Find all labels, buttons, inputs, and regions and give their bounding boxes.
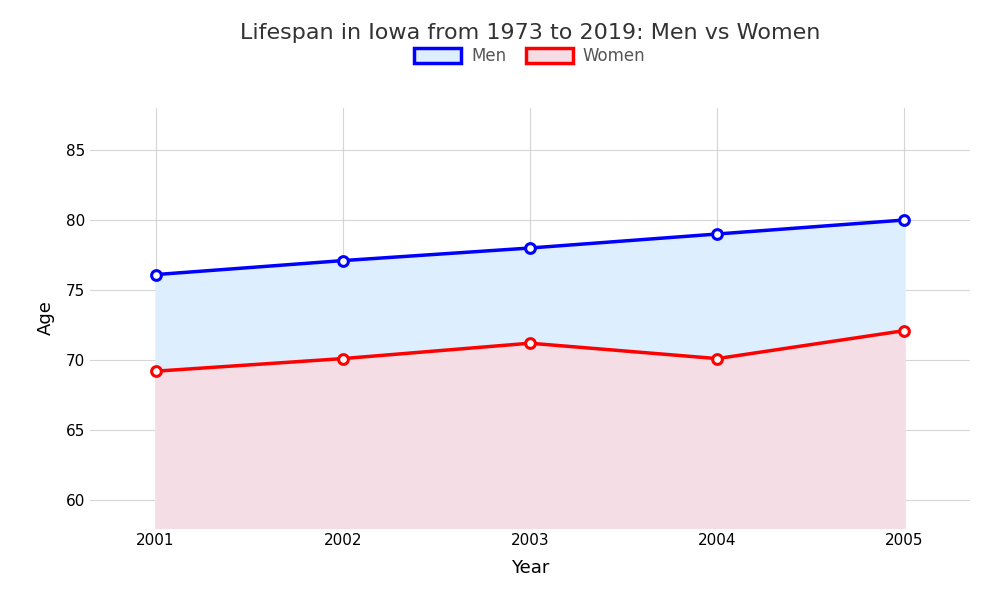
Y-axis label: Age: Age xyxy=(37,301,55,335)
Legend: Men, Women: Men, Women xyxy=(408,41,652,72)
X-axis label: Year: Year xyxy=(511,559,549,577)
Title: Lifespan in Iowa from 1973 to 2019: Men vs Women: Lifespan in Iowa from 1973 to 2019: Men … xyxy=(240,23,820,43)
